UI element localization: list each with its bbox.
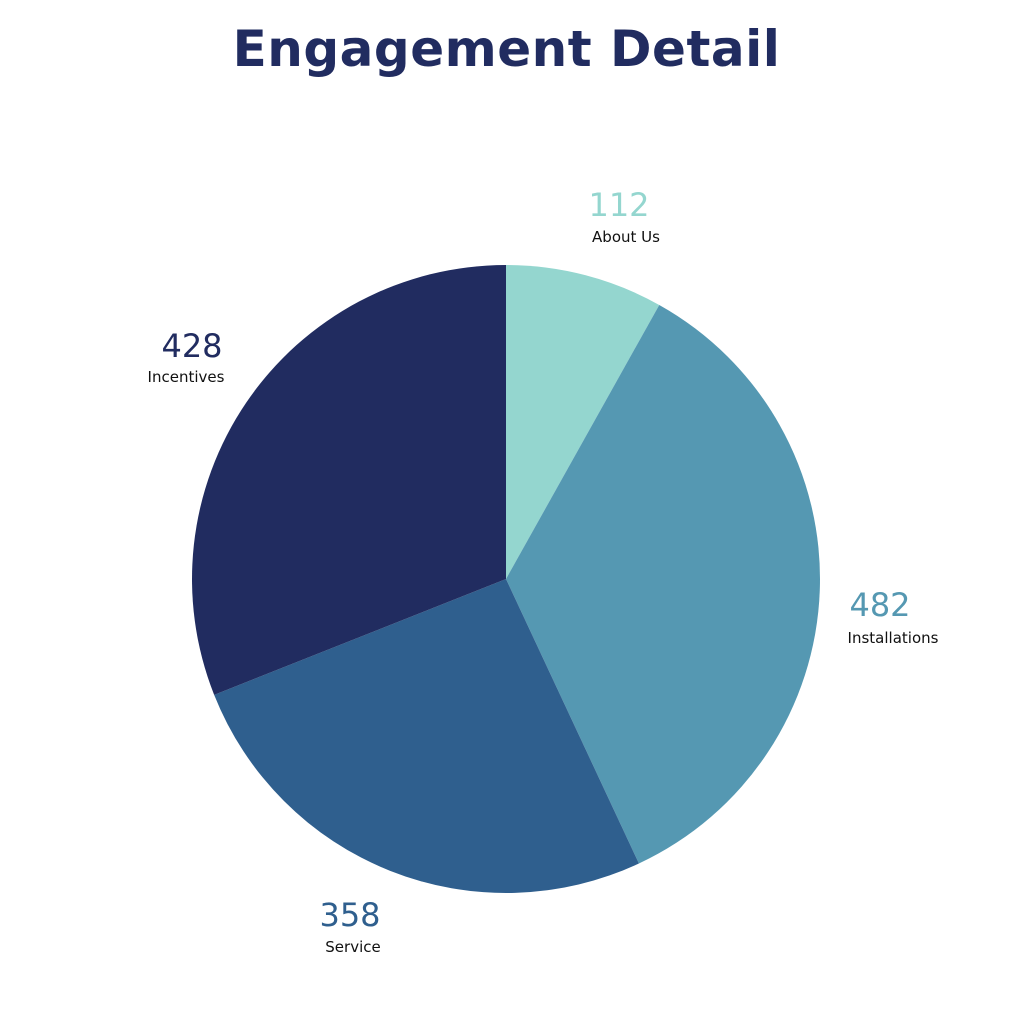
pie-slice-incentives [192,265,506,695]
category-label-incentives: Incentives [148,368,225,386]
value-label-installations: 482 [849,586,910,624]
category-label-service: Service [325,938,380,956]
pie-slice-about-us [506,265,660,579]
value-label-incentives: 428 [161,327,222,365]
value-label-service: 358 [319,896,380,934]
pie-labels: 112 About Us 482 Installations 358 Service 428… [148,186,939,956]
category-label-about-us: About Us [592,228,660,246]
chart-title: Engagement Detail [232,20,781,78]
pie-slices [192,265,820,893]
value-label-about-us: 112 [588,186,649,224]
pie-slice-installations [506,304,820,864]
pie-slice-service [214,579,639,893]
category-label-installations: Installations [848,629,939,647]
